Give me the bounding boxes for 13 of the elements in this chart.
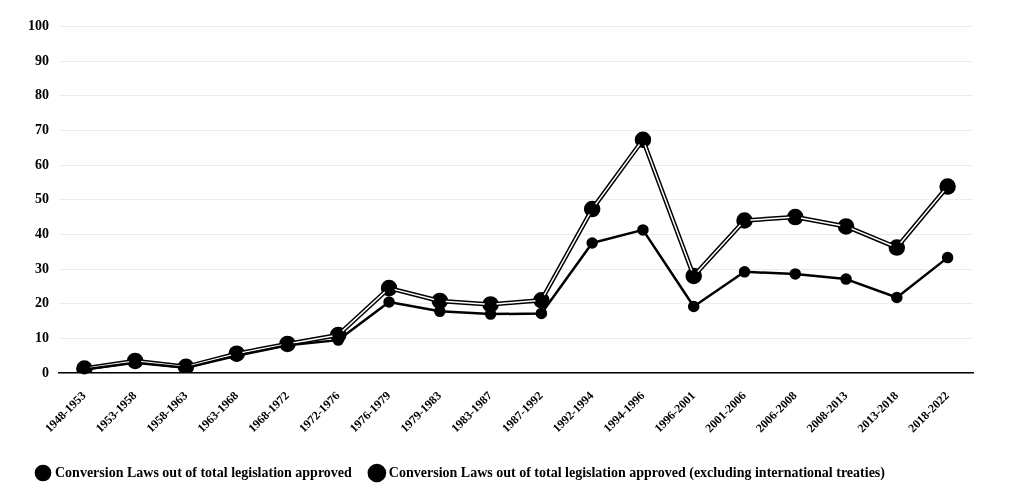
y-tick-label: 30 bbox=[35, 260, 49, 276]
y-tick-label: 50 bbox=[35, 191, 49, 207]
y-tick-label: 10 bbox=[35, 330, 49, 345]
legend-label: Conversion Laws out of total legislation approved (excluding international treaties) bbox=[388, 464, 886, 481]
y-tick-label: 20 bbox=[35, 295, 49, 311]
y-tick-label: 70 bbox=[35, 122, 49, 137]
legend-label: Conversion Laws out of total legislation approved bbox=[55, 464, 353, 480]
y-tick-label: 100 bbox=[28, 18, 49, 34]
y-tick-label: 0 bbox=[42, 364, 49, 380]
y-tick-label: 40 bbox=[35, 226, 49, 241]
y-tick-label: 80 bbox=[35, 87, 49, 103]
y-tick-label: 90 bbox=[35, 52, 49, 68]
y-tick-label: 60 bbox=[35, 156, 49, 172]
